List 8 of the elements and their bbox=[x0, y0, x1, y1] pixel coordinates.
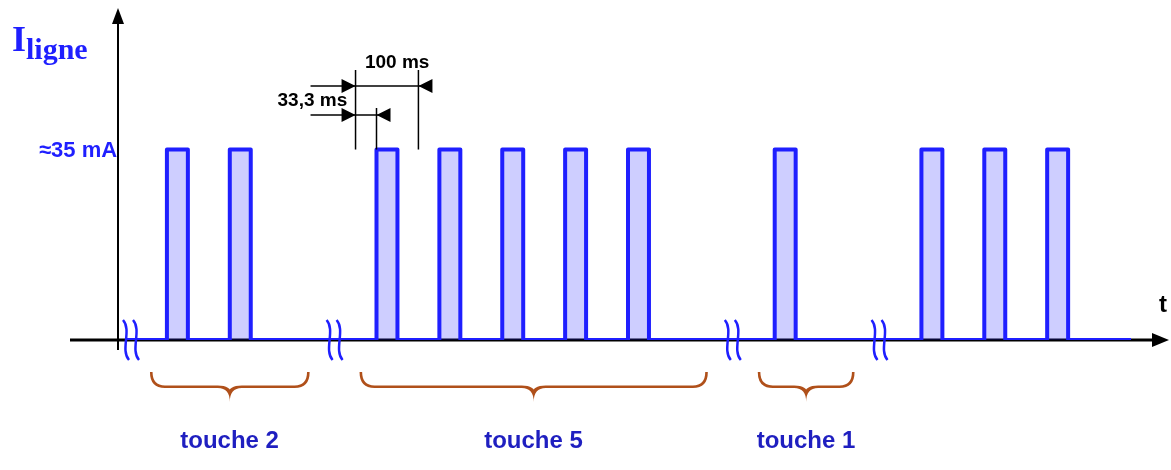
text: touche 5 bbox=[484, 426, 583, 454]
text: 33,3 ms bbox=[277, 89, 348, 111]
text: touche 1 bbox=[756, 426, 856, 454]
text: touche 2 bbox=[180, 426, 279, 454]
annotation: ≈35 mA bbox=[39, 136, 118, 163]
y-axis-title: I$_{ligne}$ bbox=[12, 18, 88, 67]
text: 100 ms bbox=[364, 51, 430, 73]
x-axis-title: t bbox=[1159, 290, 1167, 318]
